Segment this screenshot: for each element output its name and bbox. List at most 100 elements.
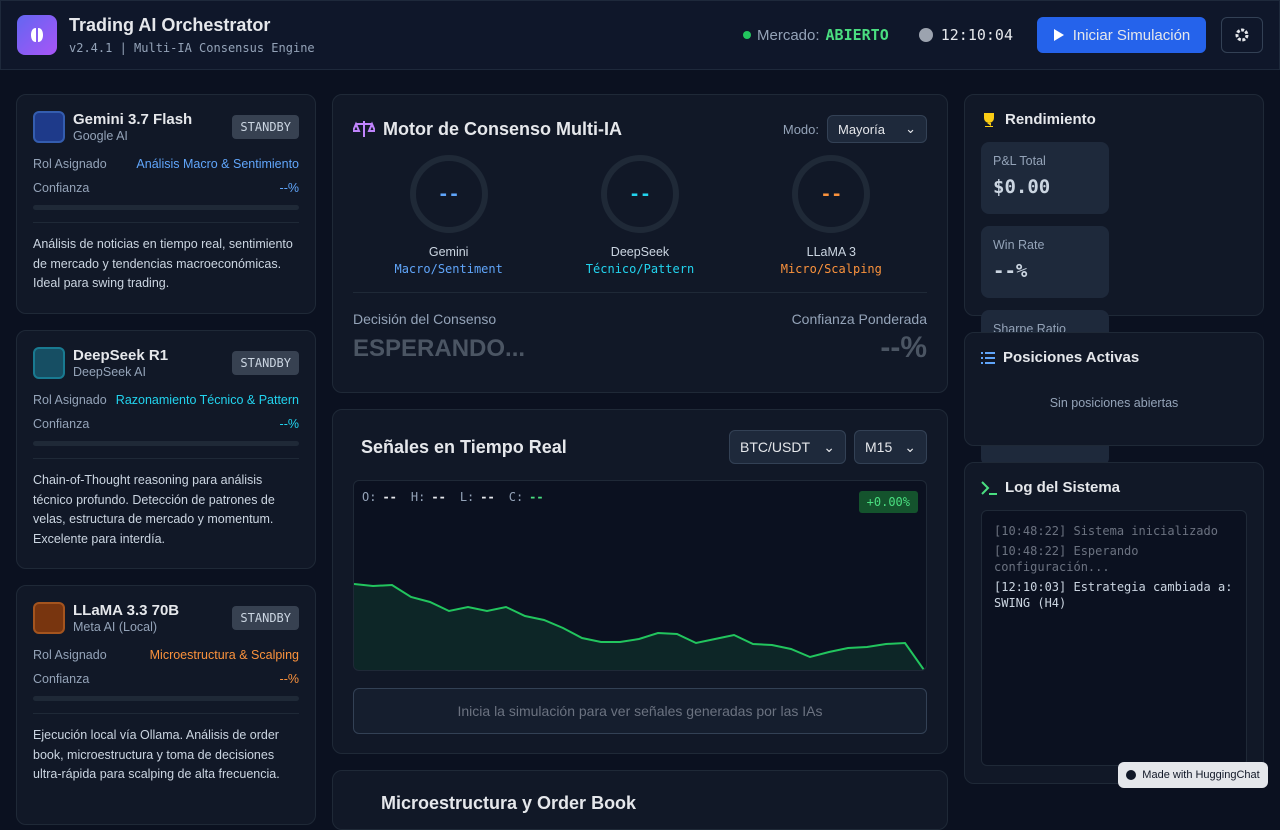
confidence: --% — [279, 672, 299, 686]
hf-badge-label: Made with HuggingChat — [1142, 769, 1260, 781]
clock-icon — [918, 28, 933, 42]
agent-provider: Meta AI (Local) — [73, 620, 158, 634]
role-label: Rol Asignado — [33, 393, 107, 407]
positions-card: Posiciones Activas Sin posiciones abiert… — [964, 332, 1264, 446]
ohlc-value: -- — [382, 490, 397, 504]
status-dot — [743, 31, 751, 39]
app-subtitle: v2.4.1 | Multi-IA Consensus Engine — [69, 41, 315, 55]
ohlc-label: L: — [459, 490, 475, 504]
ohlc-label: C: — [508, 490, 524, 504]
confidence: --% — [279, 417, 299, 431]
agent-status: STANDBY — [232, 606, 299, 630]
hf-badge[interactable]: Made with HuggingChat — [1118, 762, 1268, 788]
market-status: ABIERTO — [825, 26, 889, 44]
ohlc-item: O: -- — [362, 490, 397, 504]
change: +0.00% — [858, 491, 918, 513]
gauge: -- DeepSeek Técnico/Pattern — [544, 155, 735, 276]
log-entry: [10:48:22] Sistema inicializado — [994, 524, 1218, 538]
consensus-title: Motor de Consenso Multi-IA — [383, 118, 622, 139]
agent-card: DeepSeek R1 DeepSeek AI STANDBY Rol Asignad… — [16, 330, 316, 569]
gauge-name: DeepSeek — [610, 245, 670, 259]
mode-value: Mayoría — [838, 121, 885, 137]
confidence-bar — [33, 696, 299, 701]
role: Análisis Macro & Sentimiento — [136, 157, 299, 171]
confidence-label: Confianza — [33, 181, 90, 195]
ohlc-label: O: — [362, 490, 377, 504]
confidence-row: Confianza --% — [33, 181, 299, 195]
gauge: -- LLaMA 3 Micro/Scalping — [736, 155, 927, 276]
settings-button[interactable] — [1221, 17, 1263, 53]
confidence-row: Confianza --% — [33, 417, 299, 431]
timeframe: M15 — [865, 439, 893, 455]
confidence-label: Confianza — [33, 417, 90, 431]
agent-icon — [33, 602, 65, 634]
signals-title: Señales en Tiempo Real — [361, 436, 567, 457]
stat-tile: P&L Total $0.00 — [981, 142, 1109, 214]
agent-description: Ejecución local vía Ollama. Análisis de … — [33, 713, 299, 785]
ohlc-value: -- — [431, 490, 446, 504]
weighted-label: Confianza Ponderada — [791, 311, 927, 327]
stat-value: --% — [993, 260, 1028, 282]
logo — [17, 15, 57, 55]
ohlc-value: -- — [480, 490, 495, 504]
signals-card: Señales en Tiempo Real BTC/USDT ⌄ M15 ⌄ O: -… — [332, 409, 948, 754]
gauge-name: LLaMA 3 — [806, 245, 856, 259]
agent-description: Chain-of-Thought reasoning para análisis… — [33, 458, 299, 549]
agent-status: STANDBY — [232, 351, 299, 375]
price-line — [354, 583, 925, 670]
clock: 12:10:04 — [940, 26, 1013, 44]
positions-empty: Sin posiciones abiertas — [1049, 396, 1179, 410]
next-card: Microestructura y Order Book — [332, 770, 948, 830]
ohlc-label: H: — [410, 490, 426, 504]
role-row: Rol Asignado Razonamiento Técnico & Patte… — [33, 393, 299, 407]
signals-placeholder: Inicia la simulación para ver señales ge… — [353, 688, 927, 734]
ohlc-item: L: -- — [460, 490, 495, 504]
log-title: Log del Sistema — [1005, 479, 1121, 496]
role-row: Rol Asignado Microestructura & Scalping — [33, 648, 299, 662]
agent-name: DeepSeek R1 — [73, 347, 169, 364]
ohlc-item: C: -- — [509, 490, 544, 504]
gauge: -- Gemini Macro/Sentiment — [353, 155, 544, 276]
confidence-bar — [33, 205, 299, 210]
timeframe-select[interactable]: M15 ⌄ — [854, 430, 927, 464]
mode-select[interactable]: Mayoría ⌄ — [827, 115, 927, 143]
confidence-row: Confianza --% — [33, 672, 299, 686]
stat-value: $0.00 — [993, 176, 1051, 198]
agent-name: LLaMA 3.3 70B — [73, 602, 180, 619]
gauge-name: Gemini — [428, 245, 469, 259]
log-console: [10:48:22] Sistema inicializado [10:48:22… — [981, 510, 1247, 766]
agent-titles: Gemini 3.7 Flash Google AI — [73, 111, 192, 143]
log-card: Log del Sistema [10:48:22] Sistema inici… — [964, 462, 1264, 784]
agent-titles: LLaMA 3.3 70B Meta AI (Local) — [73, 602, 179, 634]
confidence-bar — [33, 441, 299, 446]
confidence-label: Confianza — [33, 672, 90, 686]
gauge-ring: -- — [792, 155, 871, 233]
header: Trading AI Orchestrator v2.4.1 | Multi-I… — [0, 0, 1280, 70]
weighted: --% — [880, 331, 927, 364]
log-entry: [12:10:03] Estrategia cambiada a: SWING … — [994, 580, 1233, 610]
agent-icon — [33, 111, 65, 143]
agent-provider: DeepSeek AI — [73, 365, 146, 379]
role-row: Rol Asignado Análisis Macro & Sentimiento — [33, 157, 299, 171]
gauge-role: Macro/Sentiment — [394, 262, 503, 276]
agent-provider: Google AI — [73, 129, 128, 143]
role: Razonamiento Técnico & Pattern — [115, 393, 299, 407]
positions-title: Posiciones Activas — [1003, 349, 1140, 366]
agent-header: DeepSeek R1 DeepSeek AI STANDBY — [33, 347, 299, 379]
decision: ESPERANDO... — [353, 335, 526, 362]
market-label: Mercado: — [757, 26, 820, 44]
ohlc-value: -- — [529, 490, 544, 504]
performance-card: Rendimiento P&L Total $0.00 Win Rate --% Sha… — [964, 94, 1264, 466]
stat-tile: Win Rate --% — [981, 226, 1109, 298]
start-button-label: Iniciar Simulación — [1072, 26, 1191, 44]
ohlc-item: H: -- — [411, 490, 446, 504]
pair-select[interactable]: BTC/USDT ⌄ — [729, 430, 846, 464]
consensus-card: Motor de Consenso Multi-IA Modo: Mayoría ⌄… — [332, 94, 948, 393]
start-button[interactable]: Iniciar Simulación — [1037, 17, 1206, 53]
stat-label: Win Rate — [993, 238, 1045, 252]
stat-label: P&L Total — [993, 154, 1046, 168]
pair: BTC/USDT — [740, 439, 810, 455]
next-title: Microestructura y Order Book — [381, 793, 637, 813]
confidence: --% — [279, 181, 299, 195]
role: Microestructura & Scalping — [149, 648, 299, 662]
